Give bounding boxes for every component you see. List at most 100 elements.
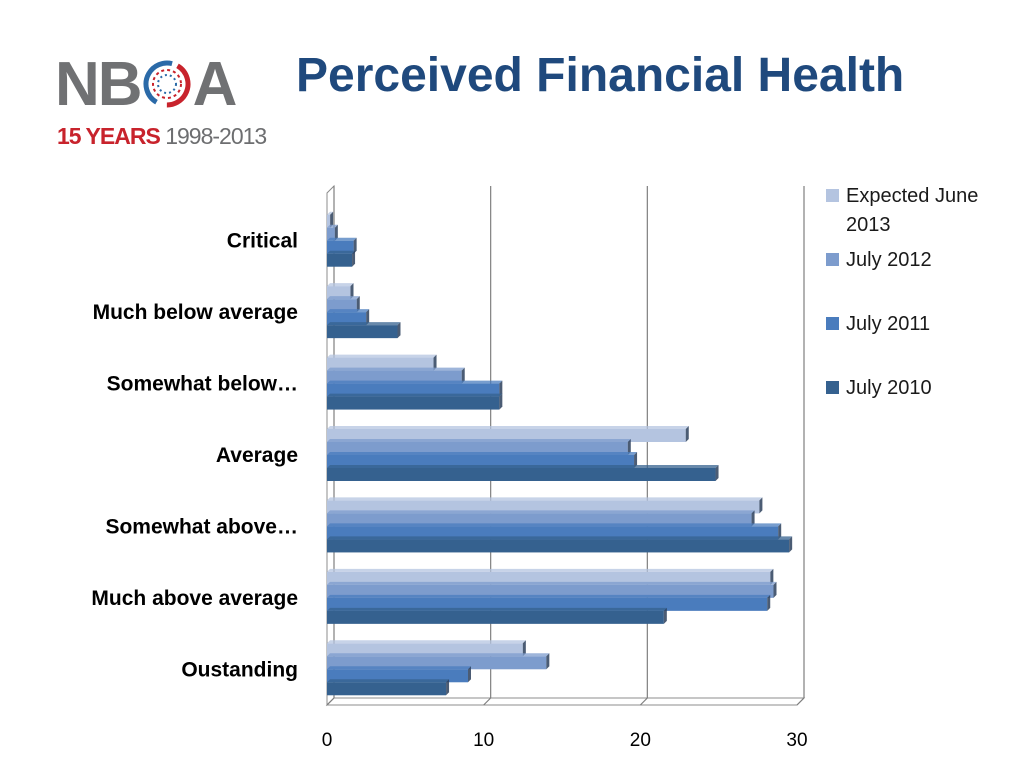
bar-top-face [327,452,638,455]
bar-top-face [327,666,471,670]
legend-label: July 2011 [846,313,931,335]
bar [327,526,779,540]
bar-top-face [327,594,771,598]
category-label: Critical [227,230,298,253]
bar [327,214,331,228]
bar-top-face [327,224,338,228]
legend-swatch [826,189,839,202]
bar-end-face [352,250,356,267]
bar [327,468,716,481]
bar [327,442,628,455]
logo-letters-right: A [192,50,238,119]
bar-top-face [327,607,667,611]
bar [327,286,351,300]
legend-swatch [826,381,839,394]
category-label: Somewhat above… [105,515,298,538]
bar-top-face [327,568,774,572]
legend-swatch [826,253,839,266]
bar [327,571,771,585]
bar [327,455,635,468]
bar-top-face [327,640,526,644]
bar-end-face [330,211,334,228]
gridline-floor [483,697,492,706]
gridline-floor [639,697,648,706]
bar-top-face [327,367,465,371]
bar-end-face [789,536,793,553]
category-label: Much below average [93,301,298,324]
bar-end-face [356,296,360,313]
bar [327,325,398,339]
bar-end-face [366,309,370,326]
bar-top-face [327,439,631,442]
bar [327,383,500,397]
category-label: Somewhat below… [107,373,298,396]
bar-top-face [327,523,782,527]
bar-end-face [397,322,401,339]
nboa-logo: NB A 15 YEARS 1998-2013 [55,50,285,160]
bar-end-face [461,367,465,384]
logo-wordmark: NB A [55,50,238,120]
logo-letters-left: NB [55,50,143,119]
bar-top-face [327,354,437,358]
bar-top-face [327,581,777,585]
logo-range-label: 1998-2013 [165,123,267,149]
legend-swatch [826,317,839,330]
bar-top-face [327,497,763,501]
bar [327,597,768,611]
bar [327,357,434,371]
bar [327,500,760,514]
legend-label: Expected June 2013 [846,185,979,236]
bar-end-face [751,510,755,527]
bar-end-face [446,679,450,696]
bar-top-face [327,309,370,313]
slide-title: Perceived Financial Health [296,49,905,102]
bar-end-face [353,237,357,254]
bar [327,253,353,267]
bar-end-face [334,224,338,241]
bar-end-face [627,439,631,455]
category-label: Much above average [91,587,298,610]
bar-end-face [546,653,550,670]
bar-top-face [327,283,354,287]
bar [327,370,462,384]
x-tick-label: 0 [322,730,333,751]
x-tick-label: 30 [786,730,807,751]
legend-label: July 2012 [846,249,932,271]
bar-top-face [327,536,793,540]
legend-label: July 2010 [846,377,932,399]
bar-end-face [778,523,782,540]
bar [327,539,790,553]
bar [327,513,752,527]
chart-floor [325,697,806,706]
bar-top-face [327,237,357,241]
bar-end-face [499,393,503,410]
logo-globe-icon [142,54,192,108]
x-tick-label: 20 [630,730,651,751]
bar-top-face [327,679,450,683]
bar [327,299,357,313]
bar [327,429,686,442]
bar [327,396,500,410]
bar-top-face [327,510,755,514]
bar [327,669,468,683]
bar-top-face [327,653,550,657]
bar [327,610,664,624]
bar-end-face [634,452,638,468]
logo-tagline: 15 YEARS 1998-2013 [57,122,267,150]
category-label: Average [216,444,298,467]
bar-top-face [327,465,719,468]
bar-end-face [433,354,437,371]
bar-top-face [327,250,356,254]
bar-end-face [773,581,777,598]
bar [327,584,774,598]
category-label: Oustanding [181,658,298,681]
bar-top-face [327,322,401,326]
bar [327,227,335,241]
bar-top-face [327,380,503,384]
bar-top-face [327,393,503,397]
bar-end-face [350,283,354,300]
x-tick-label: 10 [473,730,494,751]
bar-end-face [770,568,774,585]
